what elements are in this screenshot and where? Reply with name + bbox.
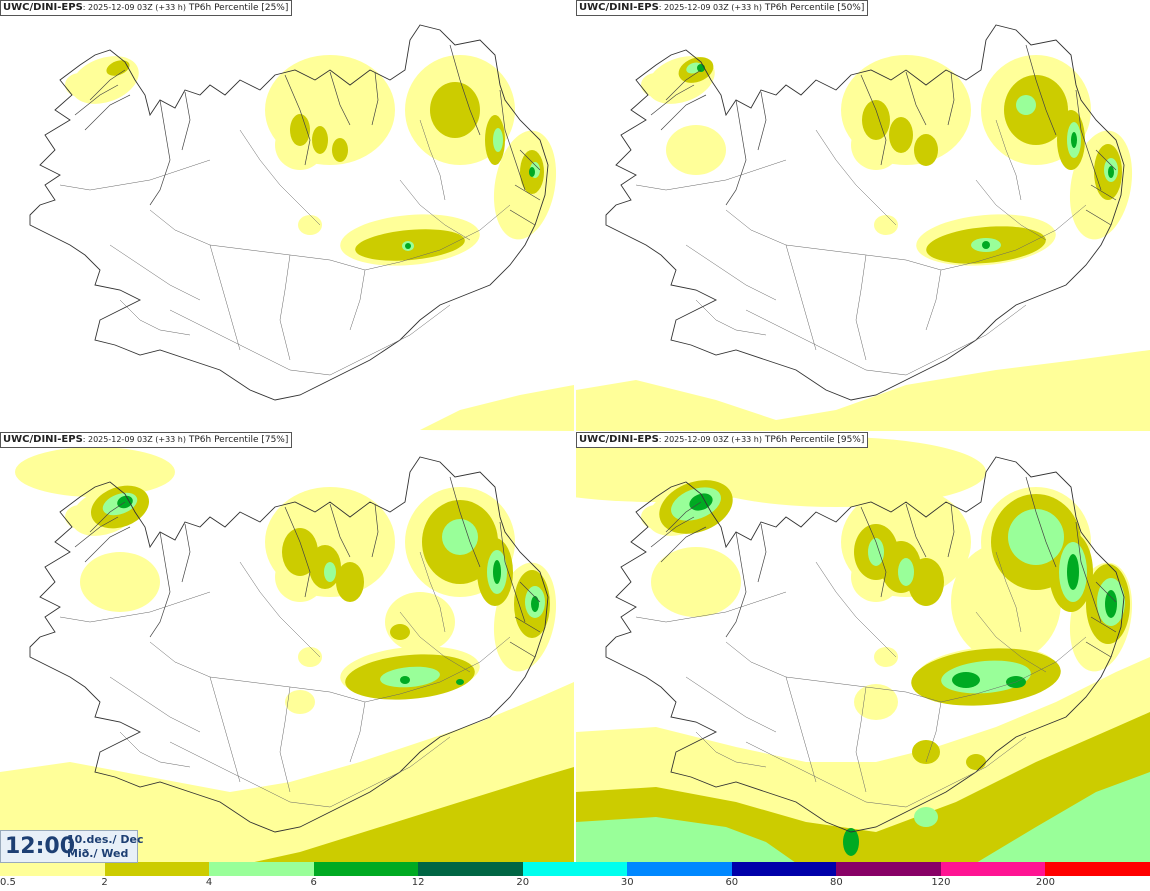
colorbar-segment [104, 862, 210, 876]
colorbar-tick-label: 30 [620, 877, 634, 888]
road-network [635, 119, 1087, 376]
colorbar-segment [0, 862, 105, 876]
colorbar-tick-label: 200 [1035, 877, 1055, 888]
panel-title: UWC/DINI-EPS: 2025-12-09 03Z (+33 h) TP6… [0, 0, 293, 16]
colorbar-segment [209, 862, 314, 876]
precip-map [576, 24, 1150, 431]
panel-title: UWC/DINI-EPS: 2025-12-09 03Z (+33 h) TP6… [0, 432, 293, 448]
map-panel-p75: UWC/DINI-EPS: 2025-12-09 03Z (+33 h) TP6… [0, 432, 574, 863]
iceland-coastline [29, 456, 549, 833]
colorbar-tick-label: 0.5 [0, 877, 16, 888]
precip-map [576, 437, 1150, 863]
panel-divider [0, 431, 1150, 432]
colorbar-segment [940, 862, 1046, 876]
colorbar-tick-label: 4 [205, 877, 213, 888]
colorbar-tick-label: 12 [411, 877, 425, 888]
map-panel-p50: UWC/DINI-EPS: 2025-12-09 03Z (+33 h) TP6… [576, 0, 1150, 431]
map-panel-p95: UWC/DINI-EPS: 2025-12-09 03Z (+33 h) TP6… [576, 432, 1150, 863]
colorbar-segment [731, 862, 837, 876]
colorbar-tick-labels: 0.5 2 4 6 12 20 30 60 80 120 200 [0, 876, 1150, 891]
road-network [635, 551, 1087, 808]
valid-weekday: Mið./ Wed [67, 847, 129, 860]
precip-map [29, 24, 574, 431]
colorbar-tick-label: 6 [310, 877, 317, 888]
valid-time: 12:00 [5, 834, 76, 859]
colorbar-segment [627, 862, 732, 876]
precip-field [576, 55, 1150, 431]
colorbar-segment [418, 862, 523, 876]
valid-time-box: 12:00 10.des./ Dec Mið./ Wed [0, 830, 144, 863]
road-network [59, 119, 511, 376]
colorbar-segment [522, 862, 628, 876]
iceland-coastline [605, 456, 1125, 833]
colorbar-tick-label: 60 [725, 877, 739, 888]
panel-title: UWC/DINI-EPS: 2025-12-09 03Z (+33 h) TP6… [576, 0, 869, 16]
colorbar-tick-label: 2 [101, 877, 108, 888]
precip-field [0, 447, 574, 863]
colorbar-segment [1045, 862, 1150, 876]
valid-date: 10.des./ Dec [67, 833, 144, 846]
colorbar-tick-label: 80 [829, 877, 843, 888]
colorbar-tick-label: 120 [931, 877, 951, 888]
colorbar-segment [313, 862, 419, 876]
map-panel-p25: UWC/DINI-EPS: 2025-12-09 03Z (+33 h) TP6… [0, 0, 574, 431]
colorbar-segment [836, 862, 941, 876]
colorbar-tick-label: 20 [516, 877, 530, 888]
precip-field [65, 55, 574, 431]
iceland-coastline [29, 24, 549, 401]
precipitation-colorbar [0, 862, 1150, 876]
panel-title: UWC/DINI-EPS: 2025-12-09 03Z (+33 h) TP6… [576, 432, 869, 448]
iceland-coastline [605, 24, 1125, 401]
precip-map [0, 447, 574, 863]
road-network [59, 551, 511, 808]
precip-field [576, 437, 1150, 863]
